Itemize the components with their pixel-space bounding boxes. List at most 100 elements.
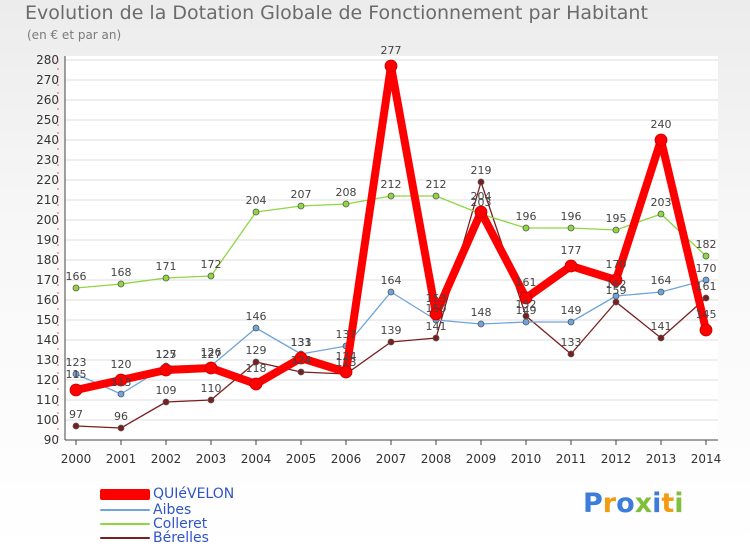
data-label: 159 [606, 284, 627, 297]
data-point [72, 284, 80, 292]
legend-item-quievelon: QUIéVELON [100, 486, 234, 502]
data-point [387, 288, 395, 296]
y-tick-label: 280 [36, 53, 59, 67]
legend-swatch-aibes [100, 509, 150, 511]
legend-item-colleret: Colleret [100, 516, 207, 532]
x-tick-label: 2005 [286, 452, 317, 466]
x-tick-label: 2001 [106, 452, 137, 466]
y-tick-label: 210 [36, 193, 59, 207]
data-label: 172 [201, 258, 222, 271]
data-point [72, 422, 80, 430]
data-label: 171 [156, 260, 177, 273]
data-point [294, 351, 308, 365]
brand-letter: P [583, 488, 603, 519]
data-point [702, 276, 710, 284]
y-tick-label: 250 [36, 113, 59, 127]
x-tick-label: 2009 [466, 452, 497, 466]
data-label: 124 [336, 350, 357, 363]
data-point [432, 192, 440, 200]
x-tick-label: 2002 [151, 452, 182, 466]
data-point [252, 324, 260, 332]
y-tick-label: 90 [44, 433, 59, 447]
data-label: 168 [111, 266, 132, 279]
data-point [339, 365, 353, 379]
data-point [567, 350, 575, 358]
x-tick-label: 2010 [511, 452, 542, 466]
x-tick-label: 2008 [421, 452, 452, 466]
x-tick-label: 2007 [376, 452, 407, 466]
data-point [567, 224, 575, 232]
y-tick-label: 140 [36, 333, 59, 347]
data-point [522, 318, 530, 326]
data-label: 96 [114, 410, 128, 423]
data-label: 240 [651, 118, 672, 131]
data-point [702, 294, 710, 302]
legend-label-aibes: Aibes [153, 502, 192, 518]
data-point [477, 320, 485, 328]
data-label: 219 [471, 164, 492, 177]
data-label: 161 [516, 276, 537, 289]
data-label: 166 [66, 270, 87, 283]
data-label: 118 [246, 362, 267, 375]
y-tick-label: 260 [36, 93, 59, 107]
data-label: 204 [471, 190, 492, 203]
data-point [522, 224, 530, 232]
data-label: 149 [516, 304, 537, 317]
legend-label-berelles: Bérelles [153, 530, 209, 546]
data-label: 150 [426, 302, 447, 315]
data-point [159, 363, 173, 377]
data-label: 123 [66, 356, 87, 369]
data-label: 139 [381, 324, 402, 337]
data-point [654, 133, 668, 147]
x-tick-label: 2004 [241, 452, 272, 466]
data-point [342, 200, 350, 208]
legend-swatch-berelles [100, 537, 150, 539]
data-label: 152 [516, 298, 537, 311]
legend-swatch-quievelon [100, 488, 150, 500]
data-label: 153 [426, 292, 447, 305]
data-label: 195 [606, 212, 627, 225]
data-label: 141 [651, 320, 672, 333]
data-label: 162 [606, 278, 627, 291]
brand-letter: i [674, 488, 684, 519]
x-tick-label: 2013 [646, 452, 677, 466]
data-label: 164 [651, 274, 672, 287]
data-point [387, 192, 395, 200]
data-point [567, 318, 575, 326]
data-point [207, 272, 215, 280]
data-point [252, 208, 260, 216]
data-label: 203 [471, 196, 492, 209]
data-point [249, 377, 263, 391]
y-tick-label: 160 [36, 293, 59, 307]
data-point [384, 59, 398, 73]
data-point [702, 252, 710, 260]
data-label: 110 [201, 382, 222, 395]
x-tick-label: 2000 [61, 452, 92, 466]
data-label: 109 [156, 384, 177, 397]
x-tick-label: 2006 [331, 452, 362, 466]
legend-item-aibes: Aibes [100, 502, 191, 518]
y-tick-label: 240 [36, 133, 59, 147]
data-label: 127 [201, 348, 222, 361]
legend-item-berelles: Bérelles [100, 530, 209, 546]
data-label: 196 [516, 210, 537, 223]
data-label: 133 [291, 336, 312, 349]
data-point [204, 361, 218, 375]
data-label: 212 [381, 178, 402, 191]
y-tick-label: 120 [36, 373, 59, 387]
data-label: 123 [336, 356, 357, 369]
data-label: 207 [291, 188, 312, 201]
data-point [609, 273, 623, 287]
data-label: 196 [561, 210, 582, 223]
brand-letter: i [652, 488, 662, 519]
data-label: 113 [111, 376, 132, 389]
data-point [117, 280, 125, 288]
data-point [114, 373, 128, 387]
y-tick-label: 190 [36, 233, 59, 247]
data-point [612, 292, 620, 300]
data-label: 120 [111, 358, 132, 371]
data-label: 149 [561, 304, 582, 317]
data-label: 170 [606, 258, 627, 271]
data-label: 277 [381, 44, 402, 57]
data-point [612, 298, 620, 306]
